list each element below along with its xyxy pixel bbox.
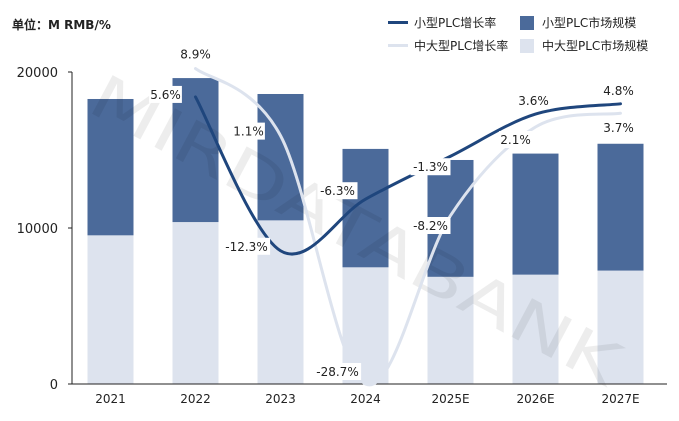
data-label-bg	[410, 217, 451, 234]
x-tick-label: 2025E	[431, 392, 469, 406]
data-label: -6.3%	[320, 184, 355, 198]
x-tick-label: 2026E	[516, 392, 554, 406]
bar-segment	[597, 270, 644, 384]
bar-segment	[87, 235, 134, 384]
data-label-bg	[602, 81, 635, 99]
data-label: 3.6%	[518, 94, 549, 108]
data-label: -12.3%	[225, 240, 267, 254]
legend-label: 小型PLC市场规模	[542, 16, 637, 30]
legend-item-large-growth: 中大型PLC增长率	[388, 37, 508, 54]
data-label: 1.1%	[233, 125, 264, 139]
legend-item-small-market: 小型PLC市场规模	[520, 14, 636, 31]
growth-line	[194, 95, 622, 256]
bar-segment	[172, 222, 219, 384]
x-tick-label: 2024	[350, 392, 381, 406]
legend-swatch	[520, 38, 534, 53]
data-label: 5.6%	[150, 88, 181, 102]
bar-segment	[597, 143, 644, 271]
bar-segment	[512, 274, 559, 384]
data-label: 2.1%	[500, 133, 531, 147]
data-label: -1.3%	[413, 160, 448, 174]
legend-swatch	[388, 21, 408, 24]
data-label: 8.9%	[180, 48, 211, 62]
data-label-bg	[232, 122, 265, 140]
data-label-bg	[517, 92, 550, 110]
bar-segment	[427, 276, 474, 384]
data-label-bg	[149, 85, 182, 103]
legend-item-small-growth: 小型PLC增长率	[388, 14, 496, 31]
legend-label: 中大型PLC增长率	[414, 39, 509, 53]
y-tick-label: 0	[50, 378, 58, 393]
y-tick-label: 20000	[17, 66, 58, 81]
data-label: 3.7%	[603, 121, 634, 135]
data-label-bg	[179, 45, 212, 63]
legend-label: 中大型PLC市场规模	[542, 39, 649, 53]
growth-line	[194, 67, 622, 387]
data-label: 4.8%	[603, 84, 634, 98]
x-tick-label: 2022	[180, 392, 211, 406]
y-tick-label: 10000	[17, 222, 58, 237]
bar-segment	[87, 98, 134, 236]
data-label-bg	[602, 119, 635, 136]
x-tick-label: 2023	[265, 392, 296, 406]
legend-swatch	[520, 15, 534, 30]
legend-label: 小型PLC增长率	[414, 16, 497, 30]
unit-label: 单位：M RMB/%	[12, 18, 111, 32]
bar-segment	[512, 153, 559, 275]
data-label-bg	[222, 237, 271, 255]
x-tick-label: 2027E	[601, 392, 639, 406]
data-label: -28.7%	[316, 365, 358, 379]
legend-swatch	[388, 44, 408, 47]
data-label-bg	[317, 182, 358, 200]
bar-segment	[342, 148, 389, 268]
data-label-bg	[313, 363, 362, 380]
data-label-bg	[499, 131, 532, 148]
x-tick-label: 2021	[95, 392, 126, 406]
data-label: -8.2%	[413, 219, 448, 233]
data-label-bg	[410, 158, 451, 176]
legend-item-large-market: 中大型PLC市场规模	[520, 37, 648, 54]
